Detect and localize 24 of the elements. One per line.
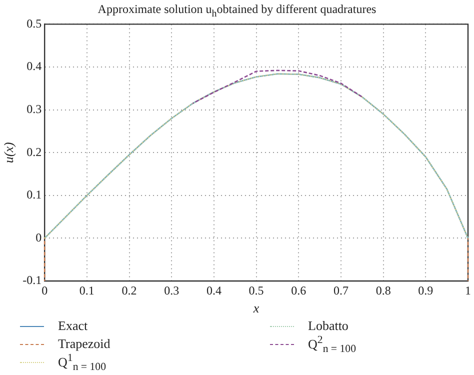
- legend-label: Exact: [58, 318, 88, 334]
- y-tick-label: 0: [36, 230, 42, 244]
- x-tick-label: 0.9: [418, 283, 434, 298]
- x-tick-label: 1: [465, 283, 471, 298]
- y-tick-label: 0.5: [26, 16, 42, 30]
- legend-label: Trapezoid: [58, 336, 110, 352]
- y-tick-label: 0.1: [26, 188, 42, 202]
- y-tick-label: 0.4: [26, 59, 42, 74]
- x-axis-title: x: [252, 300, 260, 316]
- x-tick-label: 0.7: [333, 283, 348, 298]
- x-tick-label: 0.3: [164, 283, 180, 298]
- x-tick-label: 0.6: [291, 283, 306, 298]
- y-tick-label: -0.1: [22, 273, 42, 288]
- legend-label: Lobatto: [308, 318, 348, 334]
- x-tick-label: 0.5: [248, 283, 264, 298]
- x-tick-label: 0.1: [79, 283, 94, 298]
- x-tick-label: 0.2: [122, 283, 137, 298]
- x-tick-label: 0.4: [206, 283, 222, 298]
- line-series: [192, 70, 363, 104]
- y-tick-label: 0.3: [26, 102, 42, 116]
- x-tick-label: 0.8: [376, 283, 391, 298]
- y-axis-title: u(x): [1, 142, 16, 164]
- y-tick-label: 0.2: [26, 144, 42, 159]
- chart-title: Approximate solution u$_{h}$obtained by different quadratures: [98, 2, 376, 20]
